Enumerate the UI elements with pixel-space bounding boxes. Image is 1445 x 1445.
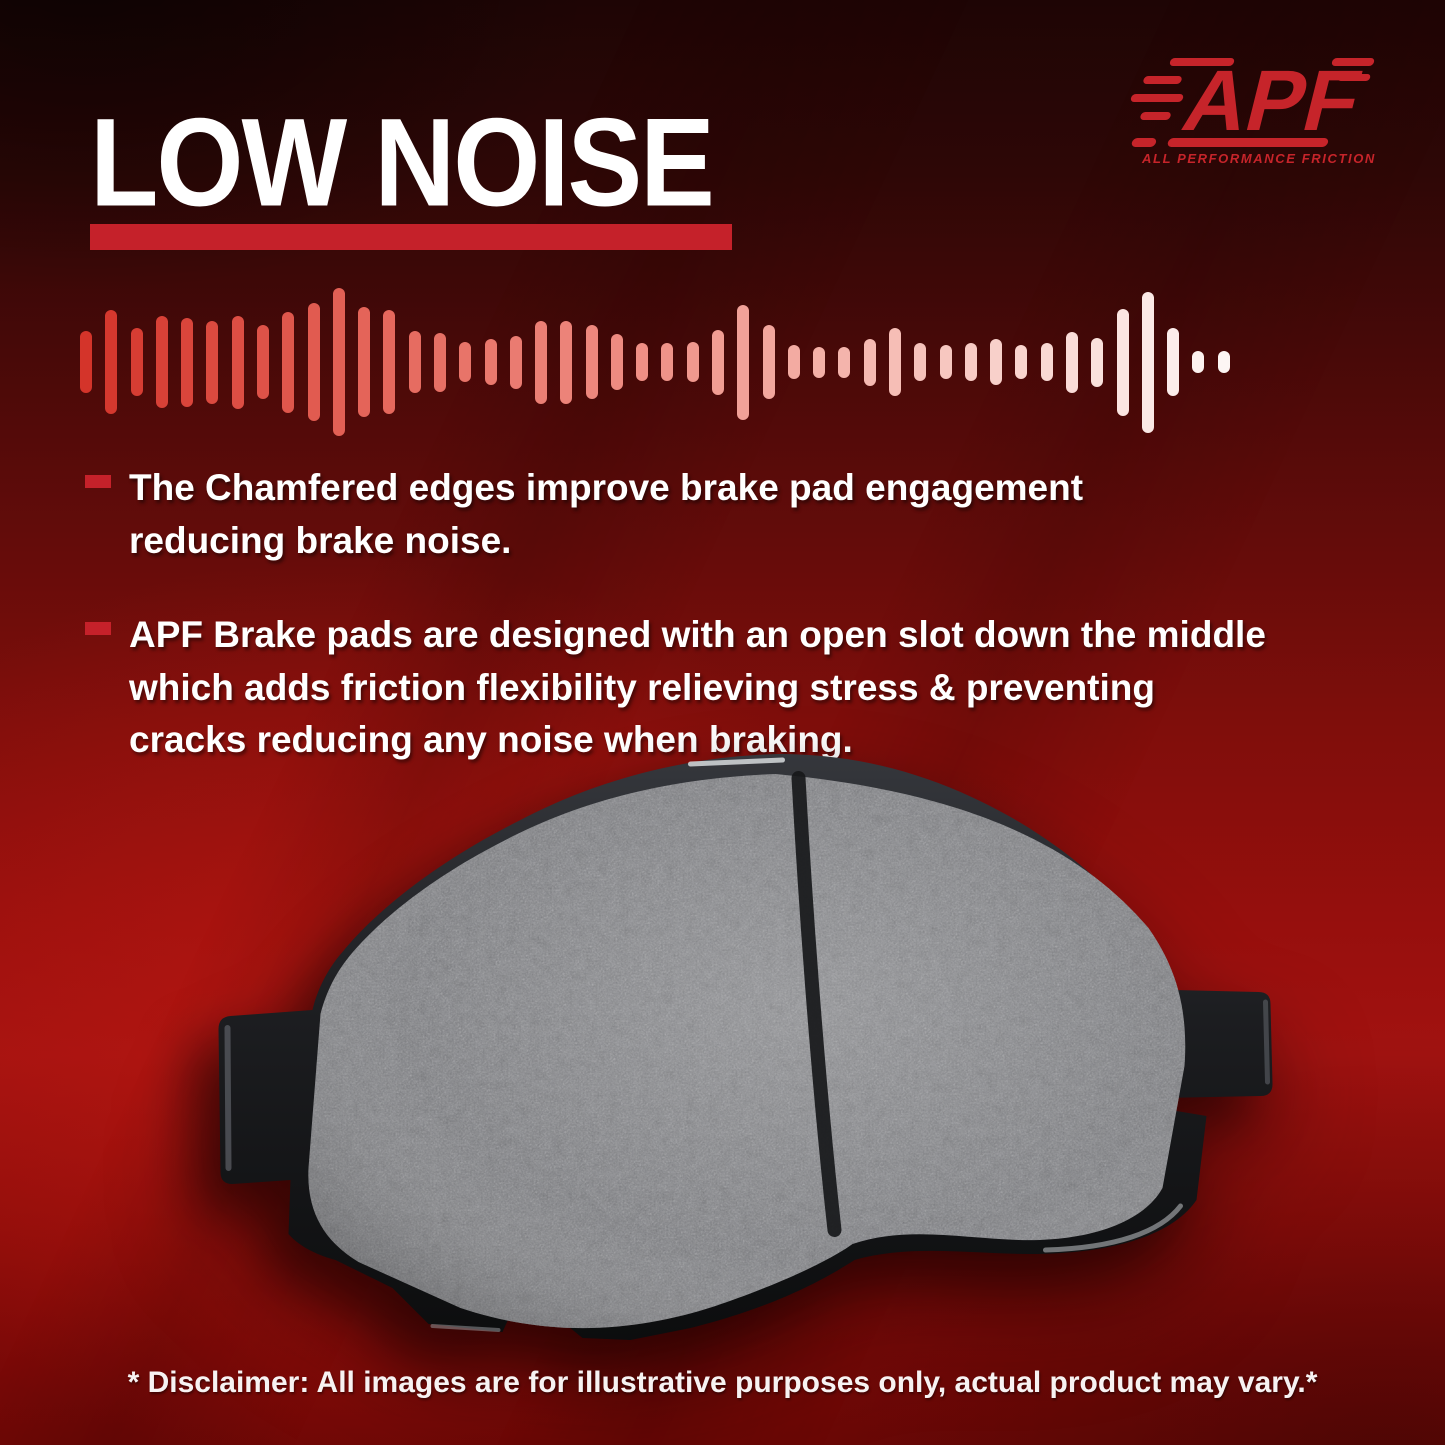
list-item: APF Brake pads are designed with an open… bbox=[85, 609, 1385, 767]
waveform-bar bbox=[762, 325, 775, 399]
center-slot bbox=[791, 771, 842, 1237]
waveform-bar bbox=[661, 343, 674, 381]
waveform-bar bbox=[560, 320, 573, 404]
plate-highlight bbox=[1263, 999, 1270, 1085]
plate-highlight bbox=[1043, 1203, 1183, 1253]
waveform-bar bbox=[408, 331, 421, 393]
bullet-text: APF Brake pads are designed with an open… bbox=[129, 614, 1266, 761]
waveform-bar bbox=[813, 346, 826, 378]
waveform bbox=[80, 287, 1230, 437]
apf-logo-text: APF bbox=[1174, 52, 1370, 149]
waveform-bar bbox=[1091, 337, 1104, 387]
waveform-bar bbox=[964, 343, 977, 381]
waveform-bar bbox=[181, 317, 194, 407]
waveform-bar bbox=[105, 310, 118, 414]
waveform-bar bbox=[1192, 351, 1205, 373]
waveform-bar bbox=[1040, 343, 1053, 381]
waveform-bar bbox=[889, 328, 901, 396]
apf-logo-mark: APF bbox=[1130, 52, 1375, 149]
waveform-bar bbox=[80, 331, 92, 393]
friction-material bbox=[308, 774, 1186, 1329]
waveform-bar bbox=[231, 315, 244, 409]
waveform-bar bbox=[636, 343, 649, 381]
waveform-bar bbox=[914, 343, 927, 381]
waveform-bar bbox=[130, 328, 143, 396]
waveform-bar bbox=[1015, 345, 1028, 379]
title-underline-bar bbox=[90, 224, 732, 250]
bullet-square-icon bbox=[85, 622, 111, 636]
waveform-bar bbox=[585, 325, 598, 399]
waveform-bar bbox=[1116, 308, 1129, 416]
plate-highlight bbox=[688, 757, 785, 767]
waveform-bar bbox=[1217, 351, 1230, 373]
bullet-list: The Chamfered edges improve brake pad en… bbox=[85, 462, 1385, 809]
bullet-square-icon bbox=[85, 475, 111, 488]
waveform-bar bbox=[838, 346, 851, 378]
waveform-bar bbox=[990, 339, 1003, 385]
brake-pad-photo bbox=[218, 754, 1273, 1340]
waveform-bar bbox=[787, 345, 800, 379]
waveform-bar bbox=[610, 334, 623, 390]
waveform-bar bbox=[383, 310, 396, 414]
waveform-bar bbox=[712, 329, 725, 395]
waveform-bar bbox=[509, 335, 522, 389]
disclaimer-text: * Disclaimer: All images are for illustr… bbox=[127, 1366, 1318, 1399]
plate-highlight bbox=[430, 1324, 501, 1332]
waveform-bar bbox=[206, 320, 219, 404]
waveform-bar bbox=[1065, 331, 1078, 393]
waveform-bar bbox=[358, 307, 371, 417]
apf-logo-tagline: ALL PERFORMANCE FRICTION bbox=[1141, 151, 1376, 166]
bullet-text: The Chamfered edges improve brake pad en… bbox=[129, 467, 1084, 561]
waveform-bar bbox=[155, 316, 168, 408]
waveform-bar bbox=[737, 304, 750, 420]
page-title: LOW NOISE bbox=[90, 92, 715, 233]
waveform-bar bbox=[686, 342, 699, 382]
waveform-bar bbox=[863, 338, 876, 386]
waveform-bar bbox=[535, 320, 548, 404]
waveform-bar bbox=[459, 342, 472, 382]
list-item: The Chamfered edges improve brake pad en… bbox=[85, 462, 1385, 567]
waveform-bar bbox=[484, 339, 497, 385]
waveform-bar bbox=[939, 345, 952, 379]
apf-logo: APF ALL PERFORMANCE FRICTION bbox=[1130, 52, 1376, 166]
waveform-bar bbox=[256, 325, 269, 399]
waveform-bar bbox=[307, 303, 320, 421]
waveform-bar bbox=[332, 288, 345, 436]
waveform-bar bbox=[1141, 291, 1154, 433]
waveform-bar bbox=[433, 332, 446, 392]
plate-highlight bbox=[224, 1025, 232, 1171]
waveform-bar bbox=[1167, 328, 1180, 396]
waveform-bar bbox=[282, 311, 295, 413]
